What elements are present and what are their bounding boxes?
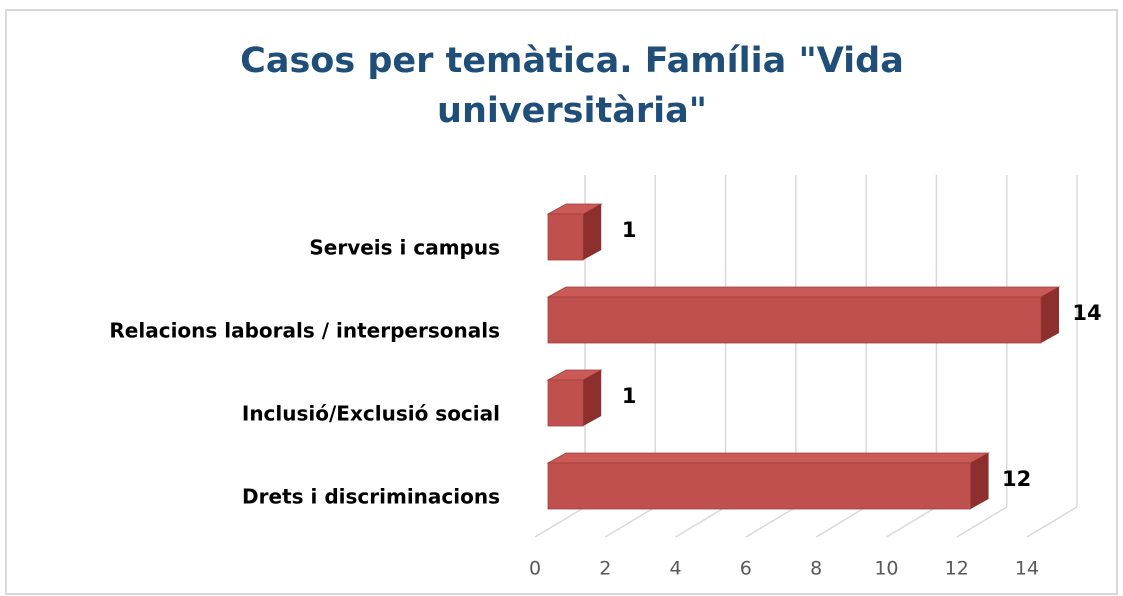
x-tick-label: 0 <box>529 558 541 580</box>
x-tick-label: 14 <box>1015 558 1039 580</box>
bar-top <box>546 286 1061 298</box>
y-tick-label: Drets i discriminacions <box>242 485 500 509</box>
y-tick-label: Inclusió/Exclusió social <box>242 402 500 426</box>
floor-line <box>534 506 586 538</box>
bar <box>547 379 584 427</box>
bar-side <box>1041 287 1059 343</box>
bar-side <box>970 453 989 509</box>
bar-side <box>583 204 602 260</box>
floor-line <box>1026 506 1078 538</box>
bar <box>547 296 1042 344</box>
floor-line <box>745 506 797 538</box>
x-tick-label: 8 <box>810 558 822 580</box>
chart-frame <box>5 9 1118 595</box>
floor-line <box>956 506 1008 538</box>
floor-line <box>815 506 867 538</box>
data-label: 12 <box>1002 467 1031 491</box>
x-tick-label: 12 <box>945 558 969 580</box>
bar-side <box>583 370 602 426</box>
y-tick-label: Relacions laborals / interpersonals <box>109 319 500 343</box>
data-label: 1 <box>622 384 637 408</box>
floor-line <box>675 506 726 538</box>
y-tick-label: Serveis i campus <box>309 236 500 260</box>
bar-top <box>546 452 991 464</box>
data-label: 14 <box>1072 301 1101 325</box>
x-tick-label: 10 <box>874 558 898 580</box>
bar <box>547 462 971 510</box>
chart-title: Casos per temàtica. Família "Vida univer… <box>240 41 904 131</box>
x-tick-label: 2 <box>599 558 611 580</box>
floor-line <box>604 506 656 538</box>
x-tick-label: 6 <box>740 558 752 580</box>
bar <box>547 213 584 261</box>
x-tick-label: 4 <box>670 558 682 580</box>
data-label: 1 <box>622 218 637 242</box>
floor-line <box>886 506 937 538</box>
